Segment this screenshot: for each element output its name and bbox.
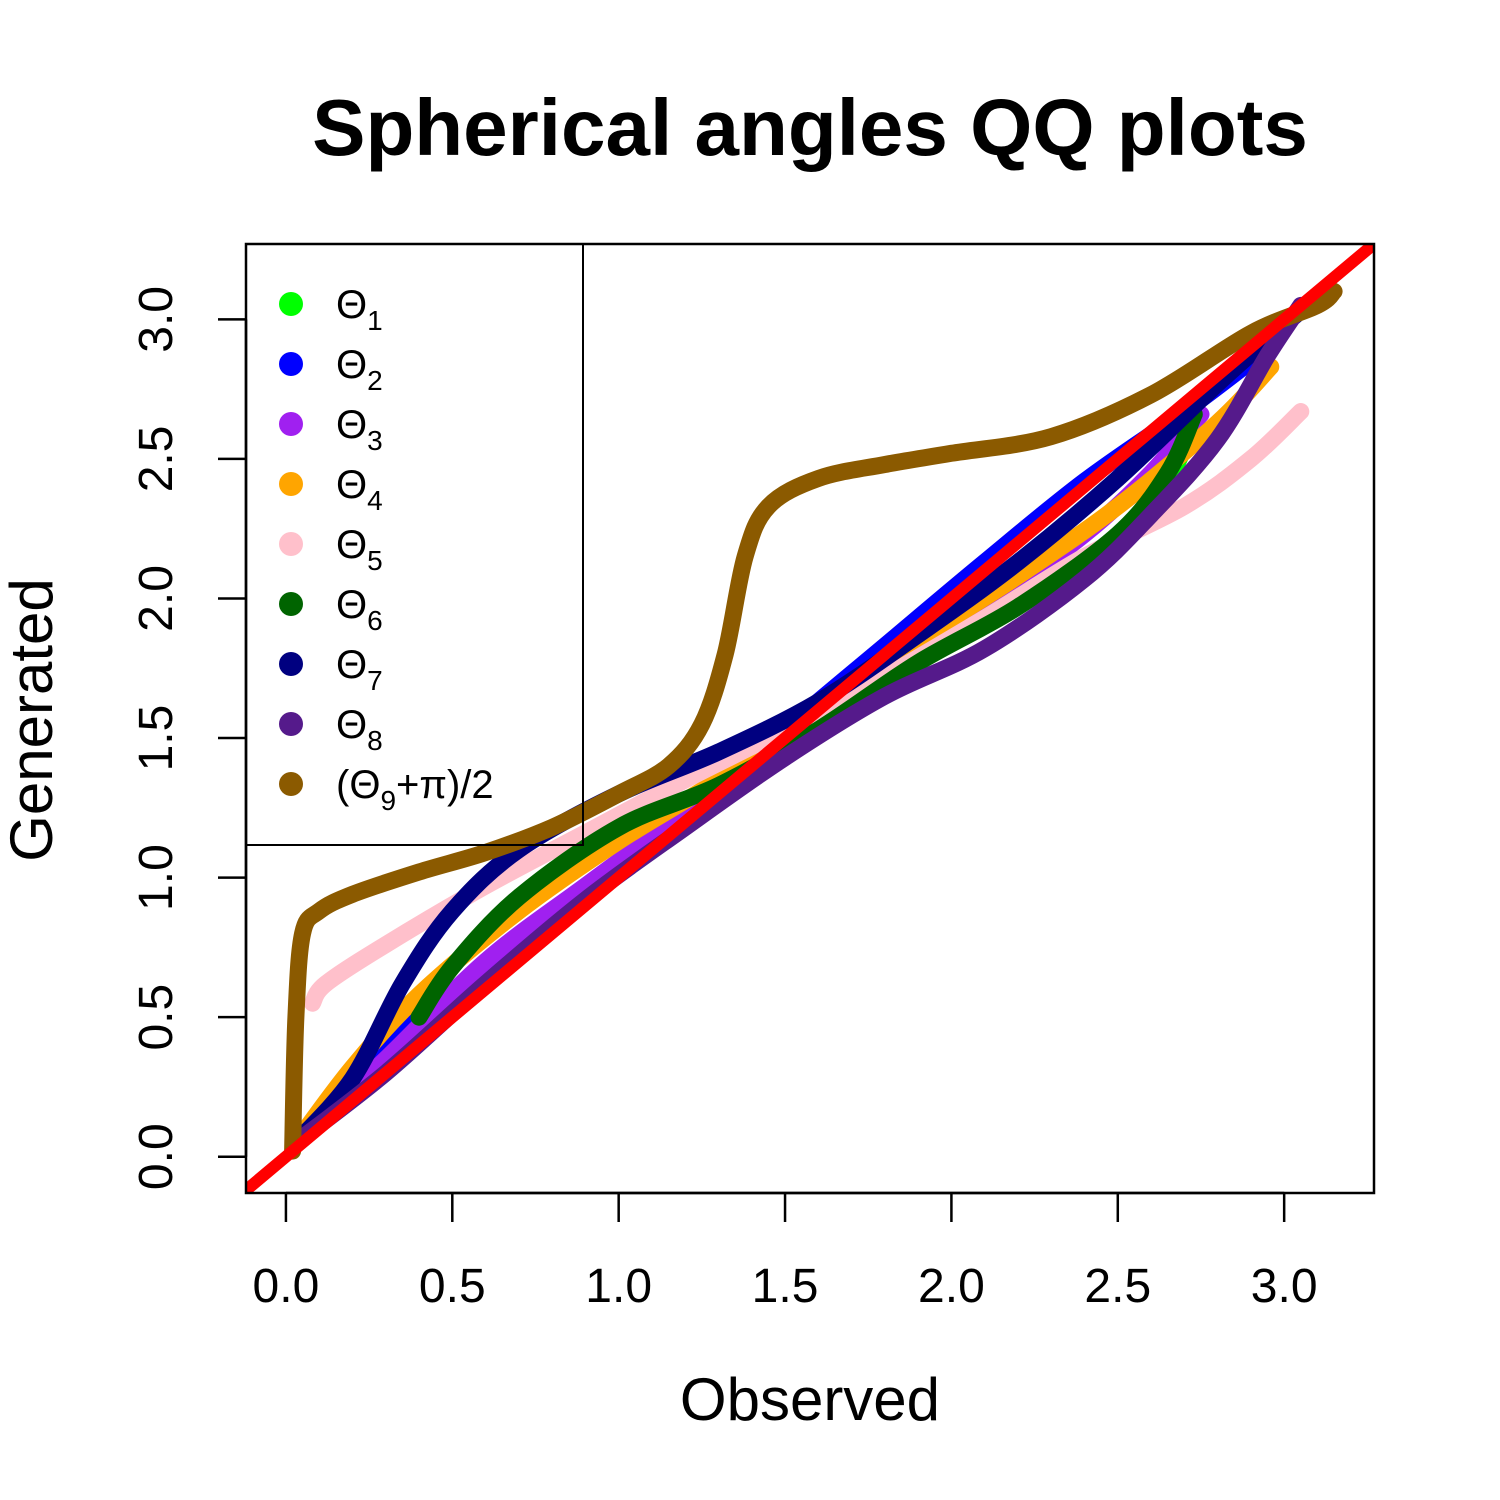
legend-label-theta-1: Θ1 [336, 283, 383, 336]
legend-label-theta-2: Θ2 [336, 343, 383, 396]
legend-label-theta-4: Θ4 [336, 463, 383, 516]
x-tick-label: 2.0 [918, 1260, 985, 1313]
x-tick-label: 2.5 [1084, 1260, 1151, 1313]
legend-label-theta-7: Θ7 [336, 643, 383, 696]
legend-marker-theta-8 [279, 712, 303, 736]
legend-label-theta-9: (Θ9+π)/2 [336, 763, 494, 816]
y-tick-label: 0.5 [130, 984, 183, 1051]
series-layer [246, 244, 1374, 1193]
legend-label-theta-5: Θ5 [336, 523, 383, 576]
y-tick-label: 1.5 [130, 705, 183, 772]
series-line-reference-line [246, 244, 1374, 1193]
x-tick-label: 3.0 [1251, 1260, 1318, 1313]
series-line-theta-5 [304, 403, 1310, 1012]
x-axis-label: Observed [680, 1366, 940, 1433]
series-line-theta-7 [287, 282, 1333, 1152]
series-line-theta-9 [284, 282, 1343, 1160]
legend-box [245, 243, 584, 846]
legend-marker-theta-7 [279, 652, 303, 676]
y-axis-label: Generated [0, 578, 65, 862]
x-tick-label: 0.5 [419, 1260, 486, 1313]
legend-marker-theta-2 [279, 352, 303, 376]
legend-label-theta-8: Θ8 [336, 703, 383, 756]
y-tick-label: 2.0 [130, 565, 183, 632]
y-tick-label: 0.0 [130, 1123, 183, 1190]
legend: Θ1 Θ2 Θ3 Θ4 Θ5 Θ6 Θ7 Θ8 (Θ9+π)/2 [245, 243, 584, 846]
legend-label-theta-3: Θ3 [336, 403, 383, 456]
legend-marker-theta-3 [279, 412, 303, 436]
chart-title: Spherical angles QQ plots [312, 83, 1308, 172]
x-tick-label: 1.0 [585, 1260, 652, 1313]
y-tick-label: 1.0 [130, 844, 183, 911]
legend-marker-theta-4 [279, 472, 303, 496]
legend-marker-theta-9 [279, 772, 303, 796]
legend-label-theta-6: Θ6 [336, 583, 383, 636]
legend-marker-theta-6 [279, 592, 303, 616]
legend-marker-theta-1 [279, 292, 303, 316]
x-tick-label: 1.5 [752, 1260, 819, 1313]
y-tick-label: 2.5 [130, 426, 183, 493]
y-tick-label: 3.0 [130, 286, 183, 353]
legend-marker-theta-5 [279, 532, 303, 556]
x-tick-label: 0.0 [253, 1260, 320, 1313]
